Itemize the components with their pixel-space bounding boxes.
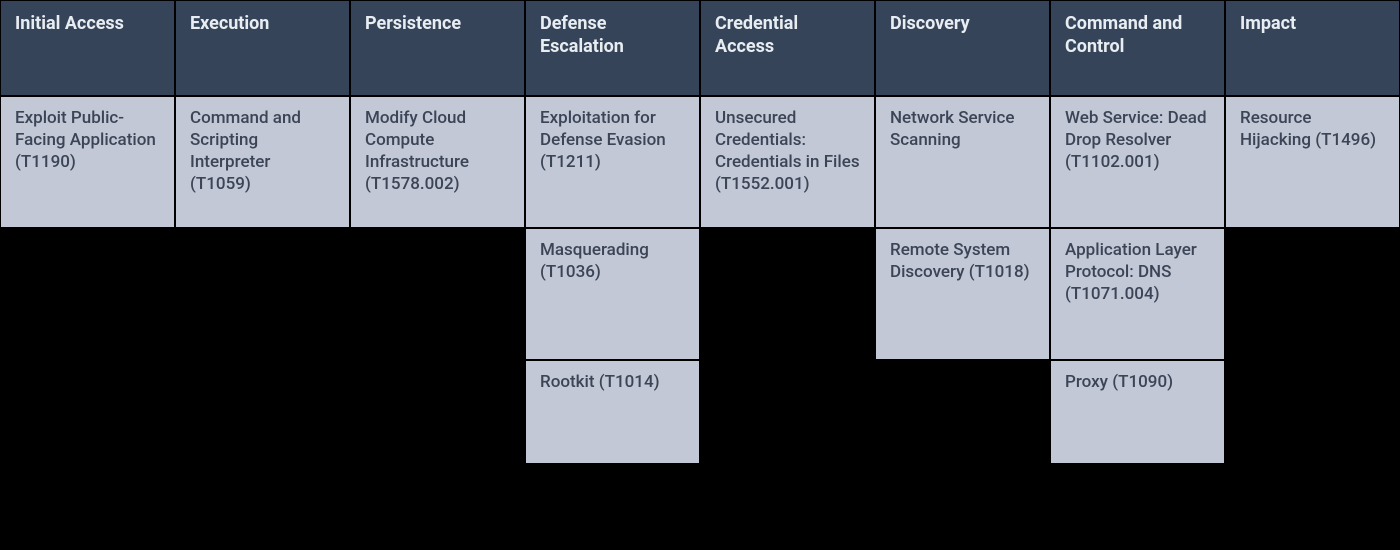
- technique-cell: Unsecured Credentials: Credentials in Fi…: [700, 96, 875, 228]
- tactic-column: ImpactResource Hijacking (T1496): [1225, 0, 1400, 464]
- tactic-column: PersistenceModify Cloud Compute Infrastr…: [350, 0, 525, 464]
- technique-cell: Web Service: Dead Drop Resolver (T1102.0…: [1050, 96, 1225, 228]
- technique-cell: Command and Scripting Interpreter (T1059…: [175, 96, 350, 228]
- tactic-column: Credential AccessUnsecured Credentials: …: [700, 0, 875, 464]
- technique-cell: Rootkit (T1014): [525, 360, 700, 464]
- technique-cell: Remote System Discovery (T1018): [875, 228, 1050, 360]
- tactic-header: Initial Access: [0, 0, 175, 96]
- tactic-header: Persistence: [350, 0, 525, 96]
- tactic-column: DiscoveryNetwork Service ScanningRemote …: [875, 0, 1050, 464]
- tactic-column: ExecutionCommand and Scripting Interpret…: [175, 0, 350, 464]
- technique-cell: Masquerading (T1036): [525, 228, 700, 360]
- technique-cell: Exploit Public-Facing Application (T1190…: [0, 96, 175, 228]
- technique-cell: Resource Hijacking (T1496): [1225, 96, 1400, 228]
- tactic-column: Initial AccessExploit Public-Facing Appl…: [0, 0, 175, 464]
- technique-cell: Network Service Scanning: [875, 96, 1050, 228]
- tactic-header: Command and Control: [1050, 0, 1225, 96]
- technique-cell: Application Layer Protocol: DNS (T1071.0…: [1050, 228, 1225, 360]
- tactic-header: Defense Escalation: [525, 0, 700, 96]
- technique-cell: Proxy (T1090): [1050, 360, 1225, 464]
- tactic-header: Impact: [1225, 0, 1400, 96]
- tactic-column: Defense EscalationExploitation for Defen…: [525, 0, 700, 464]
- tactic-header: Credential Access: [700, 0, 875, 96]
- technique-cell: Modify Cloud Compute Infrastructure (T15…: [350, 96, 525, 228]
- technique-cell: Exploitation for Defense Evasion (T1211): [525, 96, 700, 228]
- tactic-header: Discovery: [875, 0, 1050, 96]
- tactic-header: Execution: [175, 0, 350, 96]
- attack-matrix: Initial AccessExploit Public-Facing Appl…: [0, 0, 1400, 464]
- tactic-column: Command and ControlWeb Service: Dead Dro…: [1050, 0, 1225, 464]
